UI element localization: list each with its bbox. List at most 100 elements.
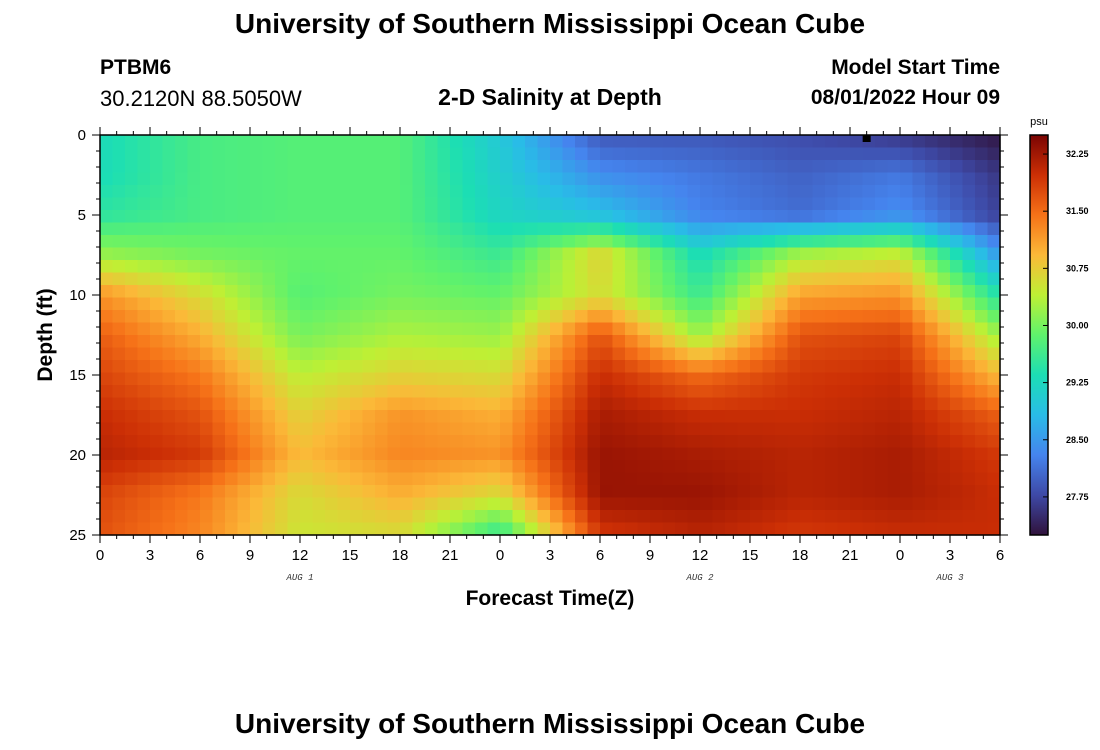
heatmap-cell — [200, 460, 214, 474]
heatmap-cell — [625, 272, 639, 286]
heatmap-cell — [587, 372, 601, 386]
heatmap-cell — [775, 310, 789, 324]
heatmap-cell — [887, 335, 901, 349]
heatmap-cell — [287, 297, 301, 311]
heatmap-cell — [400, 197, 414, 211]
heatmap-cell — [375, 447, 389, 461]
heatmap-cell — [525, 435, 539, 449]
heatmap-cell — [712, 347, 726, 361]
heatmap-cell — [200, 235, 214, 249]
heatmap-cell — [862, 460, 876, 474]
heatmap-cell — [225, 447, 239, 461]
heatmap-cell — [637, 335, 651, 349]
heatmap-cell — [675, 410, 689, 424]
heatmap-cell — [475, 260, 489, 274]
heatmap-cell — [737, 310, 751, 324]
heatmap-cell — [237, 147, 251, 161]
heatmap-cell — [650, 272, 664, 286]
heatmap-cell — [912, 135, 926, 149]
heatmap-cell — [700, 372, 714, 386]
heatmap-cell — [287, 372, 301, 386]
heatmap-cell — [562, 147, 576, 161]
heatmap-cell — [900, 397, 914, 411]
heatmap-cell — [562, 410, 576, 424]
heatmap-cell — [250, 210, 264, 224]
heatmap-cell — [837, 172, 851, 186]
heatmap-cell — [500, 447, 514, 461]
heatmap-cell — [912, 460, 926, 474]
heatmap-cell — [875, 222, 889, 236]
heatmap-cell — [525, 210, 539, 224]
heatmap-cell — [762, 172, 776, 186]
heatmap-cell — [900, 360, 914, 374]
heatmap-cell — [150, 272, 164, 286]
heatmap-cell — [175, 285, 189, 299]
heatmap-cell — [837, 410, 851, 424]
heatmap-cell — [450, 360, 464, 374]
heatmap-cell — [237, 172, 251, 186]
heatmap-cell — [400, 347, 414, 361]
heatmap-cell — [462, 272, 476, 286]
heatmap-cell — [475, 210, 489, 224]
heatmap-cell — [587, 335, 601, 349]
heatmap-cell — [487, 435, 501, 449]
x-tick-label: 6 — [996, 547, 1004, 564]
heatmap-cell — [475, 472, 489, 486]
heatmap-cell — [500, 335, 514, 349]
heatmap-cell — [725, 135, 739, 149]
x-tick-label: 18 — [792, 547, 809, 564]
heatmap-cell — [100, 397, 114, 411]
heatmap-cell — [175, 360, 189, 374]
heatmap-cell — [800, 160, 814, 174]
heatmap-cell — [912, 197, 926, 211]
heatmap-cell — [937, 210, 951, 224]
heatmap-cell — [600, 372, 614, 386]
heatmap-cell — [762, 210, 776, 224]
heatmap-cell — [125, 147, 139, 161]
heatmap-cell — [775, 385, 789, 399]
heatmap-cell — [175, 247, 189, 261]
heatmap-cell — [437, 260, 451, 274]
heatmap-cell — [287, 147, 301, 161]
heatmap-cell — [337, 197, 351, 211]
heatmap-cell — [387, 460, 401, 474]
heatmap-cell — [462, 135, 476, 149]
heatmap-cell — [450, 310, 464, 324]
heatmap-cell — [550, 485, 564, 499]
heatmap-cell — [800, 135, 814, 149]
heatmap-cell — [125, 297, 139, 311]
heatmap-cell — [775, 160, 789, 174]
heatmap-cell — [225, 197, 239, 211]
heatmap-cell — [950, 185, 964, 199]
heatmap-cell — [350, 372, 364, 386]
heatmap-cell — [900, 247, 914, 261]
heatmap-cell — [237, 347, 251, 361]
heatmap-cell — [562, 347, 576, 361]
heatmap-cell — [150, 160, 164, 174]
heatmap-cell — [912, 447, 926, 461]
heatmap-cell — [700, 447, 714, 461]
heatmap-cell — [862, 447, 876, 461]
heatmap-cell — [250, 322, 264, 336]
heatmap-cell — [725, 485, 739, 499]
heatmap-cell — [187, 372, 201, 386]
heatmap-cell — [462, 497, 476, 511]
heatmap-cell — [162, 297, 176, 311]
heatmap-cell — [525, 172, 539, 186]
heatmap-cell — [562, 322, 576, 336]
heatmap-cell — [137, 410, 151, 424]
heatmap-cell — [475, 360, 489, 374]
heatmap-cell — [450, 135, 464, 149]
heatmap-cell — [275, 185, 289, 199]
heatmap-cell — [212, 435, 226, 449]
heatmap-cell — [975, 172, 989, 186]
heatmap-cell — [637, 460, 651, 474]
heatmap-cell — [100, 435, 114, 449]
heatmap-cell — [675, 510, 689, 524]
heatmap-cell — [100, 360, 114, 374]
heatmap-cell — [400, 135, 414, 149]
model-start-label: Model Start Time — [831, 56, 1000, 79]
heatmap-cell — [800, 472, 814, 486]
heatmap-cell — [287, 422, 301, 436]
